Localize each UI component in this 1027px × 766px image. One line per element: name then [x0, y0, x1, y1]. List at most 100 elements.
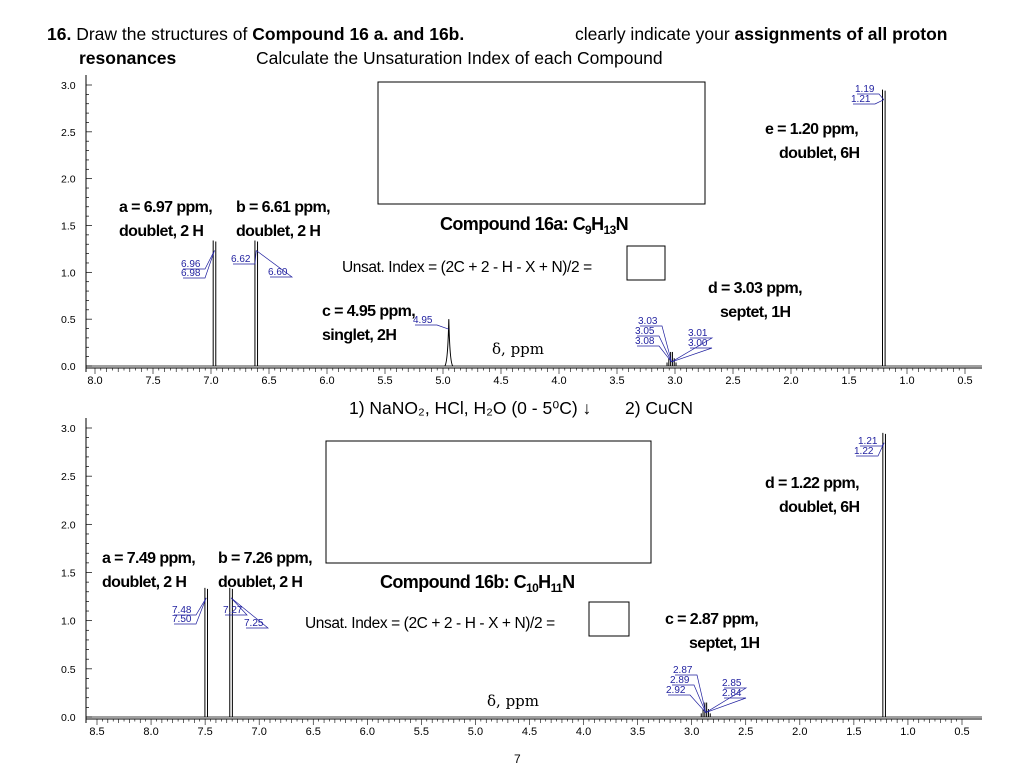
- assignment-c: c = 2.87 ppm, septet, 1H: [665, 611, 760, 652]
- x-tick-label: 3.0: [684, 726, 699, 738]
- peak-leader: [857, 93, 885, 100]
- peak-label: 3.05: [635, 326, 655, 337]
- peak-leader: [705, 697, 747, 713]
- peak-7.49: 7.487.50: [172, 587, 209, 717]
- assignment-line-1: a = 7.49 ppm,: [102, 550, 195, 567]
- x-tick-label: 2.5: [725, 375, 740, 387]
- formula-c-count: 9: [585, 223, 592, 237]
- peak-label: 2.92: [666, 685, 686, 696]
- assignment-d: d = 3.03 ppm, septet, 1H: [708, 280, 803, 321]
- assignment-b: b = 7.26 ppm, doublet, 2 H: [218, 550, 313, 591]
- peak-label: 6.96: [181, 259, 201, 270]
- assignment-d: d = 1.22 ppm, doublet, 6H: [765, 475, 860, 516]
- x-tick-label: 4.0: [576, 726, 591, 738]
- x-tick-label: 4.5: [522, 726, 537, 738]
- question-text-6: Calculate the Unsaturation Index of each…: [256, 48, 663, 68]
- question-text-4: assignments of all proton: [734, 24, 948, 44]
- x-tick-label: 5.0: [468, 726, 483, 738]
- peak-6.97: 6.966.98: [181, 240, 217, 366]
- x-tick-label: 4.0: [551, 375, 566, 387]
- peak-leader: [856, 442, 885, 457]
- spectrum-panel-1: 0.0 0.5 1.0 1.5 2.0 2.5 3.0 8.0 7.5 7.0 6.5 6.0 5.5 5…: [61, 75, 982, 387]
- reaction-step-2: 2) CuCN: [625, 398, 694, 418]
- peak-label: 6.62: [231, 254, 251, 265]
- x-tick-label: 5.5: [377, 375, 392, 387]
- y-tick-label: 3.0: [61, 80, 76, 92]
- assignment-line-1: a = 6.97 ppm,: [119, 199, 212, 216]
- y-tick-label: 2.0: [61, 174, 76, 186]
- x-tick-label: 4.5: [493, 375, 508, 387]
- peak-label: 7.50: [172, 614, 192, 625]
- x-tick-label: 7.0: [252, 726, 267, 738]
- assignment-a: a = 6.97 ppm, doublet, 2 H: [119, 199, 213, 240]
- reaction-step-1: 1) NaNO₂, HCl, H₂O (0 - 5⁰C) ↓: [349, 398, 592, 418]
- peak-1.22: 1.211.22: [854, 432, 886, 717]
- peak-label: 7.48: [172, 605, 192, 616]
- peak-label: 1.22: [854, 446, 874, 457]
- x-tick-label: 3.5: [630, 726, 645, 738]
- question-text-3: clearly indicate your: [575, 24, 730, 44]
- peak-label: 3.01: [688, 328, 708, 339]
- peak-leader: [671, 337, 714, 363]
- peak-leader: [853, 99, 884, 105]
- peak-leader: [640, 325, 672, 363]
- question-line-2b: Calculate the Unsaturation Index of each…: [256, 48, 663, 69]
- assignment-line-1: b = 6.61 ppm,: [236, 199, 330, 216]
- formula-h: H: [591, 214, 603, 234]
- x-tick-label: 1.0: [899, 375, 914, 387]
- assignment-b: b = 6.61 ppm, doublet, 2 H: [236, 199, 331, 240]
- peak-label: 2.85: [722, 678, 742, 689]
- x-tick-label: 6.5: [306, 726, 321, 738]
- peak-leader: [174, 597, 207, 625]
- assignment-line-1: d = 1.22 ppm,: [765, 475, 859, 492]
- peak-leader: [415, 324, 449, 330]
- peak-label: 3.08: [635, 336, 655, 347]
- x-tick-label: 5.5: [414, 726, 429, 738]
- x-tick-label: 2.0: [783, 375, 798, 387]
- x-tick-label: 3.0: [667, 375, 682, 387]
- y-tick-label: 2.5: [61, 471, 76, 483]
- x-tick-label: 5.0: [435, 375, 450, 387]
- peak-label: 1.21: [858, 436, 878, 447]
- question-text-2: Compound 16 a. and 16b.: [252, 24, 465, 44]
- peak-4.95: 4.95: [413, 315, 454, 367]
- question-line-1b: clearly indicate your assignments of all…: [575, 24, 947, 45]
- x-tick-label: 6.5: [261, 375, 276, 387]
- x-axis-label: δ, ppm: [487, 692, 539, 710]
- peak-leader: [183, 250, 215, 279]
- x-tick-label: 8.5: [89, 726, 104, 738]
- page-number: 7: [514, 752, 521, 766]
- peak-3.03: 3.033.053.08 3.013.00: [635, 316, 714, 366]
- x-tick-label: 7.0: [203, 375, 218, 387]
- assignment-e: e = 1.20 ppm, doublet, 6H: [765, 121, 860, 162]
- peak-label: 7.27: [223, 605, 243, 616]
- peak-leader: [672, 684, 707, 713]
- x-tick-label: 0.5: [957, 375, 972, 387]
- peak-7.26: 7.277.25: [223, 587, 269, 717]
- compound-label: Compound 16a: C9H13N: [440, 214, 628, 237]
- compound-name: Compound 16a: C: [440, 214, 586, 234]
- peak-label: 1.19: [855, 84, 875, 95]
- x-tick-label: 8.0: [143, 726, 158, 738]
- y-tick-label: 2.0: [61, 519, 76, 531]
- x-tick-label: 6.0: [319, 375, 334, 387]
- formula-h-count: 13: [604, 223, 617, 237]
- question-text-1: Draw the structures of: [76, 24, 248, 44]
- x-tick-label: 1.5: [846, 726, 861, 738]
- peak-6.61: 6.62 6.60: [231, 240, 294, 366]
- y-tick-label: 0.0: [61, 712, 76, 724]
- assignment-line-2: septet, 1H: [720, 304, 791, 321]
- peak-leader: [668, 694, 707, 713]
- x-tick-label: 6.0: [360, 726, 375, 738]
- x-tick-label: 8.0: [87, 375, 102, 387]
- peak-leader: [183, 250, 215, 270]
- y-tick-label: 0.5: [61, 664, 76, 676]
- peak-label: 3.00: [688, 338, 708, 349]
- y-tick-label: 1.5: [61, 568, 76, 580]
- y-tick-label: 3.0: [61, 423, 76, 435]
- formula-rest: N: [616, 214, 628, 234]
- y-tick-label: 0.0: [61, 361, 76, 373]
- peak-leader: [637, 345, 672, 363]
- assignment-line-1: d = 3.03 ppm,: [708, 280, 802, 297]
- peak-leader: [225, 597, 248, 616]
